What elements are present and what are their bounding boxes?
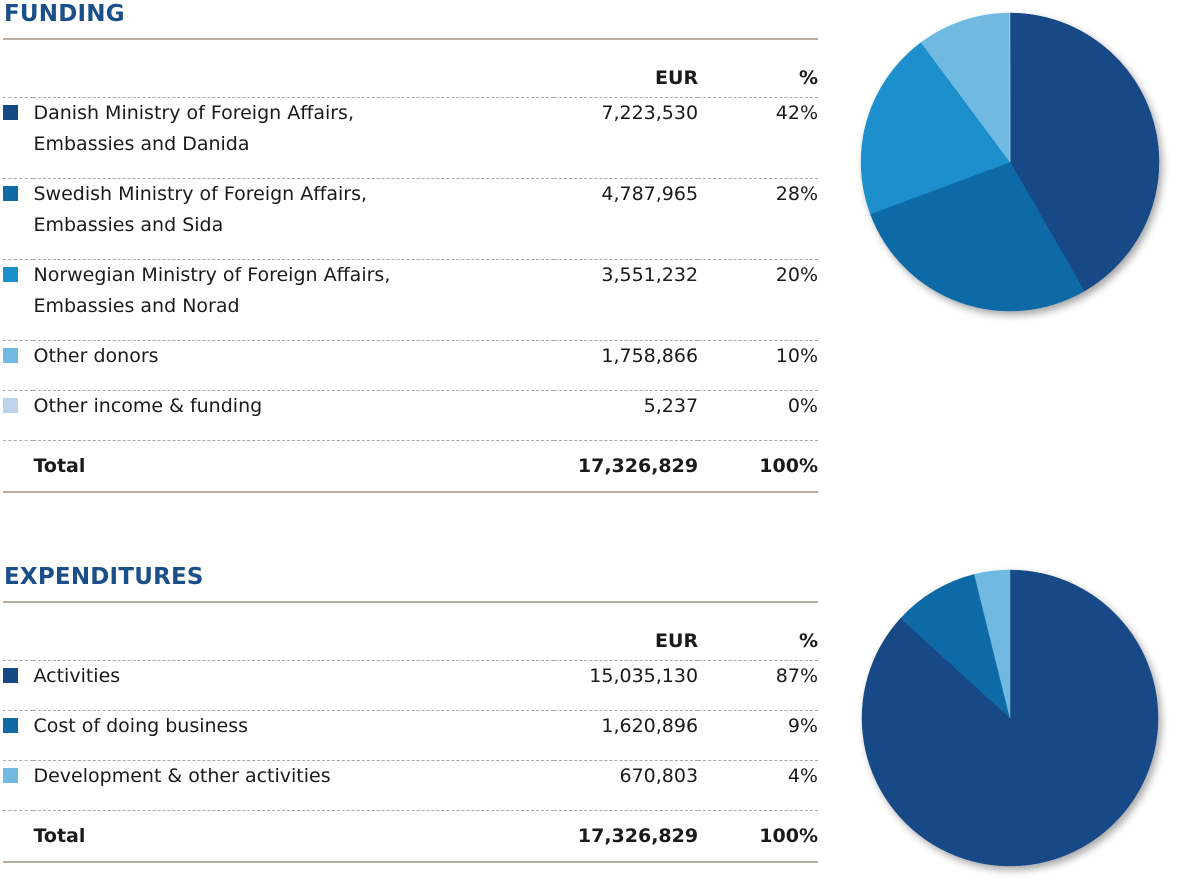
funding-row-eur: 5,237 — [554, 391, 698, 422]
funding-row-label: Danish Ministry of Foreign Affairs,Embas… — [33, 98, 553, 160]
expenditures-section: EXPENDITURES EUR % Activities 15,035,130… — [3, 563, 818, 863]
funding-row-eur: 3,551,232 — [554, 260, 698, 291]
expenditures-row: Development & other activities 670,803 4… — [3, 761, 818, 811]
funding-total-row: Total 17,326,829 100% — [3, 441, 818, 492]
legend-swatch-norwegian — [3, 267, 18, 282]
funding-row-pct: 10% — [698, 341, 818, 372]
expenditures-header-row: EUR % — [3, 603, 818, 661]
funding-col-eur: EUR — [554, 40, 698, 98]
expenditures-col-pct: % — [698, 603, 818, 661]
expenditures-row: Cost of doing business 1,620,896 9% — [3, 711, 818, 761]
legend-swatch-other-donors — [3, 348, 18, 363]
funding-row-eur: 4,787,965 — [554, 179, 698, 210]
expenditures-row-label: Development & other activities — [33, 761, 553, 792]
funding-bottom-rule — [3, 491, 818, 493]
expenditures-total-eur: 17,326,829 — [554, 811, 698, 862]
funding-row: Other donors 1,758,866 10% — [3, 341, 818, 391]
funding-header-row: EUR % — [3, 40, 818, 98]
funding-row-label: Norwegian Ministry of Foreign Affairs,Em… — [33, 260, 553, 322]
funding-table: EUR % Danish Ministry of Foreign Affairs… — [3, 40, 818, 491]
expenditures-row-eur: 1,620,896 — [554, 711, 698, 742]
expenditures-row-pct: 9% — [698, 711, 818, 742]
legend-swatch-other-income — [3, 398, 18, 413]
legend-swatch-activities — [3, 668, 18, 683]
legend-swatch-danish — [3, 105, 18, 120]
funding-section: FUNDING EUR % Danish Ministry of Foreign… — [3, 0, 818, 493]
funding-row-pct: 20% — [698, 260, 818, 291]
funding-row-pct: 28% — [698, 179, 818, 210]
expenditures-total-pct: 100% — [698, 811, 818, 862]
funding-row-pct: 0% — [698, 391, 818, 422]
funding-col-pct: % — [698, 40, 818, 98]
legend-swatch-cost-of-business — [3, 718, 18, 733]
expenditures-title: EXPENDITURES — [3, 563, 818, 592]
expenditures-total-label: Total — [33, 811, 553, 862]
expenditures-row-label: Cost of doing business — [33, 711, 553, 742]
expenditures-row-eur: 15,035,130 — [554, 661, 698, 692]
funding-pie-chart — [850, 2, 1180, 332]
funding-row-eur: 7,223,530 — [554, 98, 698, 129]
funding-row: Norwegian Ministry of Foreign Affairs,Em… — [3, 260, 818, 341]
funding-row-pct: 42% — [698, 98, 818, 129]
funding-total-pct: 100% — [698, 441, 818, 492]
expenditures-pie-chart — [850, 560, 1180, 890]
funding-title: FUNDING — [3, 0, 818, 29]
expenditures-row-eur: 670,803 — [554, 761, 698, 792]
expenditures-total-row: Total 17,326,829 100% — [3, 811, 818, 862]
expenditures-row-pct: 4% — [698, 761, 818, 792]
funding-row-eur: 1,758,866 — [554, 341, 698, 372]
legend-swatch-swedish — [3, 186, 18, 201]
funding-row: Danish Ministry of Foreign Affairs,Embas… — [3, 98, 818, 179]
funding-total-eur: 17,326,829 — [554, 441, 698, 492]
funding-row-label: Other donors — [33, 341, 553, 372]
expenditures-bottom-rule — [3, 861, 818, 863]
funding-row: Swedish Ministry of Foreign Affairs,Emba… — [3, 179, 818, 260]
funding-total-label: Total — [33, 441, 553, 492]
legend-swatch-development — [3, 768, 18, 783]
funding-row-label: Other income & funding — [33, 391, 553, 422]
expenditures-table: EUR % Activities 15,035,130 87% Cost of … — [3, 603, 818, 861]
funding-row: Other income & funding 5,237 0% — [3, 391, 818, 441]
expenditures-row: Activities 15,035,130 87% — [3, 661, 818, 711]
expenditures-row-pct: 87% — [698, 661, 818, 692]
funding-row-label: Swedish Ministry of Foreign Affairs,Emba… — [33, 179, 553, 241]
expenditures-row-label: Activities — [33, 661, 553, 692]
expenditures-col-eur: EUR — [554, 603, 698, 661]
